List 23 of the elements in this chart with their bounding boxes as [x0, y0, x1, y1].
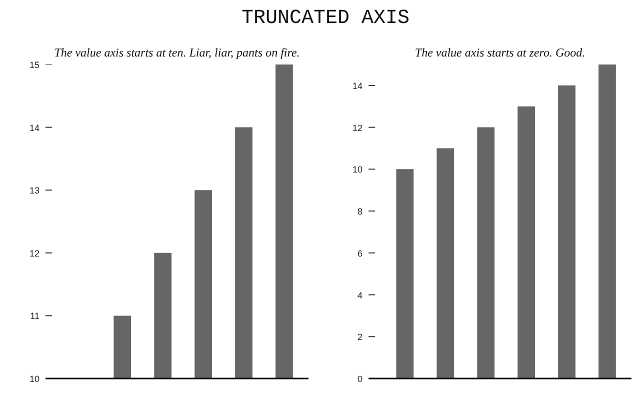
y-tick-label: 4	[357, 290, 363, 300]
y-tick-label: 11	[30, 311, 40, 322]
bar	[558, 85, 576, 378]
y-tick-label: 6	[357, 248, 363, 258]
bar	[518, 106, 535, 378]
bar	[436, 148, 454, 378]
y-tick-label: 14	[29, 122, 40, 133]
chart-subtitle: The value axis starts at ten. Liar, liar, pants on fire.	[54, 46, 300, 60]
y-tick-label: 0	[357, 374, 363, 384]
chart-subtitle: The value axis starts at zero. Good.	[414, 46, 586, 60]
bar	[598, 64, 616, 378]
bar	[396, 169, 414, 378]
y-tick-label: 15	[29, 60, 40, 70]
bar	[477, 127, 495, 378]
y-tick-label: 13	[29, 186, 40, 196]
y-tick-label: 12	[352, 122, 363, 133]
y-tick-label: 10	[29, 374, 40, 384]
y-tick-label: 2	[357, 332, 363, 342]
y-tick-label: 14	[352, 80, 363, 91]
chart-title: TRUNCATED AXIS	[241, 6, 410, 32]
y-tick-label: 12	[29, 248, 40, 258]
y-tick-label: 8	[357, 206, 363, 217]
y-tick-label: 10	[352, 164, 363, 175]
